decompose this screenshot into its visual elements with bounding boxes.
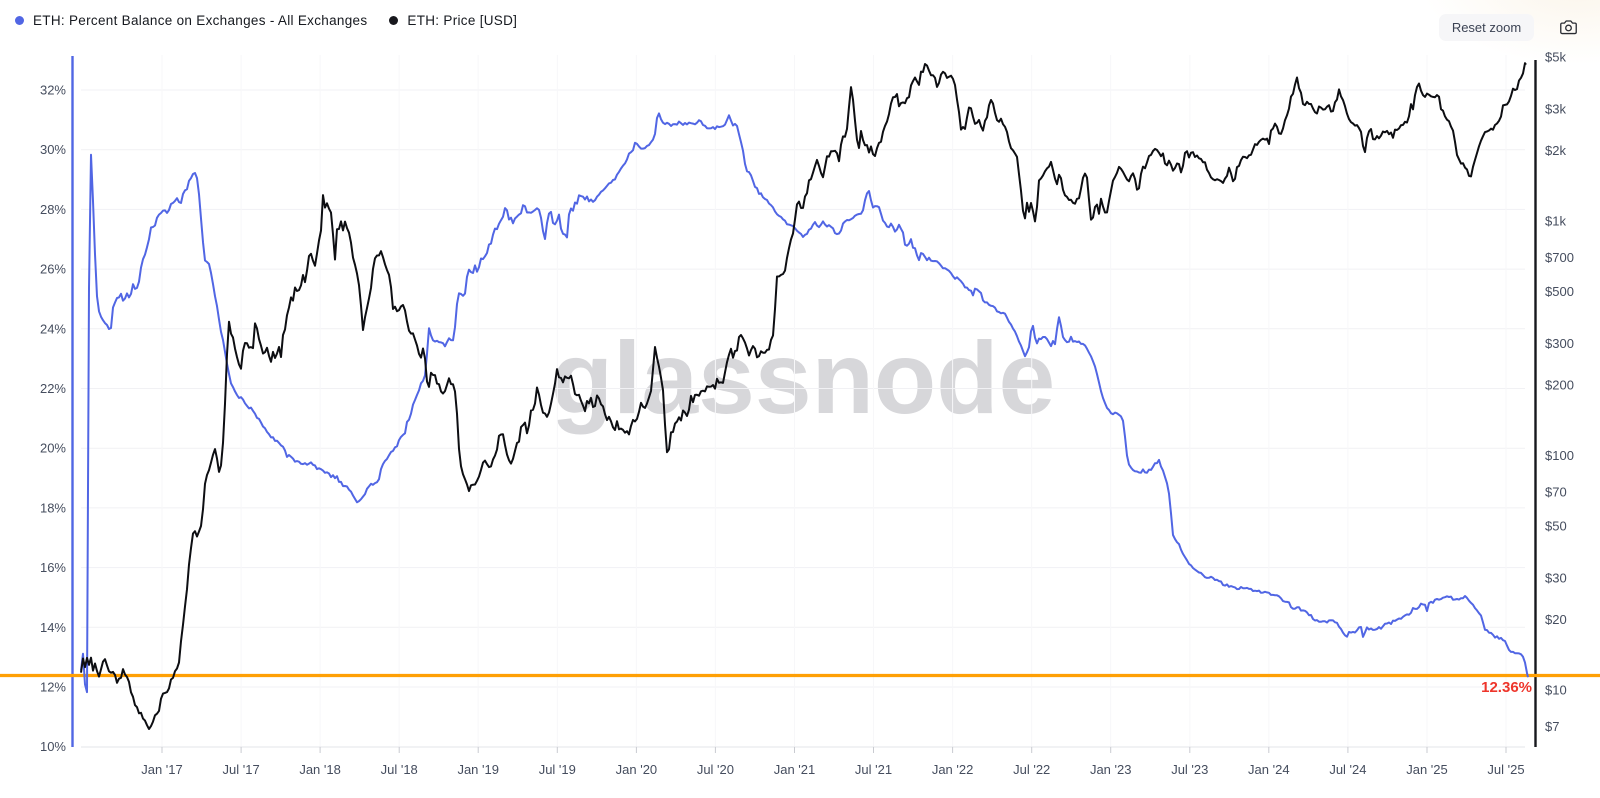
svg-text:Jul '22: Jul '22 — [1013, 762, 1050, 777]
svg-text:Jul '23: Jul '23 — [1171, 762, 1208, 777]
svg-text:$3k: $3k — [1545, 102, 1566, 117]
svg-text:Jan '25: Jan '25 — [1406, 762, 1448, 777]
svg-text:Jul '18: Jul '18 — [381, 762, 418, 777]
svg-text:$30: $30 — [1545, 571, 1567, 586]
svg-text:$100: $100 — [1545, 448, 1574, 463]
svg-text:$200: $200 — [1545, 377, 1574, 392]
svg-text:Jan '24: Jan '24 — [1248, 762, 1290, 777]
svg-text:Jul '20: Jul '20 — [697, 762, 734, 777]
svg-text:14%: 14% — [40, 620, 66, 635]
svg-text:$70: $70 — [1545, 484, 1567, 499]
svg-text:$500: $500 — [1545, 284, 1574, 299]
svg-text:$20: $20 — [1545, 612, 1567, 627]
svg-text:12.36%: 12.36% — [1481, 679, 1532, 696]
svg-text:Jan '21: Jan '21 — [774, 762, 816, 777]
svg-text:$5k: $5k — [1545, 50, 1566, 65]
svg-text:$7: $7 — [1545, 719, 1559, 734]
svg-text:28%: 28% — [40, 202, 66, 217]
svg-text:Jan '20: Jan '20 — [616, 762, 658, 777]
svg-text:18%: 18% — [40, 500, 66, 515]
svg-text:Jul '25: Jul '25 — [1487, 762, 1524, 777]
svg-text:22%: 22% — [40, 381, 66, 396]
svg-text:Jan '22: Jan '22 — [932, 762, 974, 777]
svg-text:$1k: $1k — [1545, 214, 1566, 229]
svg-text:Jul '17: Jul '17 — [223, 762, 260, 777]
svg-text:Jan '17: Jan '17 — [141, 762, 183, 777]
svg-text:24%: 24% — [40, 321, 66, 336]
svg-text:Jul '19: Jul '19 — [539, 762, 576, 777]
svg-text:Jul '24: Jul '24 — [1329, 762, 1366, 777]
svg-text:Jul '21: Jul '21 — [855, 762, 892, 777]
svg-text:20%: 20% — [40, 441, 66, 456]
svg-text:Jan '19: Jan '19 — [457, 762, 499, 777]
svg-text:$2k: $2k — [1545, 143, 1566, 158]
svg-text:Jan '23: Jan '23 — [1090, 762, 1132, 777]
svg-text:32%: 32% — [40, 83, 66, 98]
svg-text:glassnode: glassnode — [551, 321, 1055, 435]
svg-text:16%: 16% — [40, 560, 66, 575]
svg-text:Jan '18: Jan '18 — [299, 762, 341, 777]
svg-text:30%: 30% — [40, 142, 66, 157]
svg-text:10%: 10% — [40, 739, 66, 754]
svg-text:$700: $700 — [1545, 250, 1574, 265]
svg-text:$10: $10 — [1545, 683, 1567, 698]
svg-text:12%: 12% — [40, 680, 66, 695]
svg-text:$300: $300 — [1545, 336, 1574, 351]
svg-text:$50: $50 — [1545, 519, 1567, 534]
svg-text:26%: 26% — [40, 262, 66, 277]
